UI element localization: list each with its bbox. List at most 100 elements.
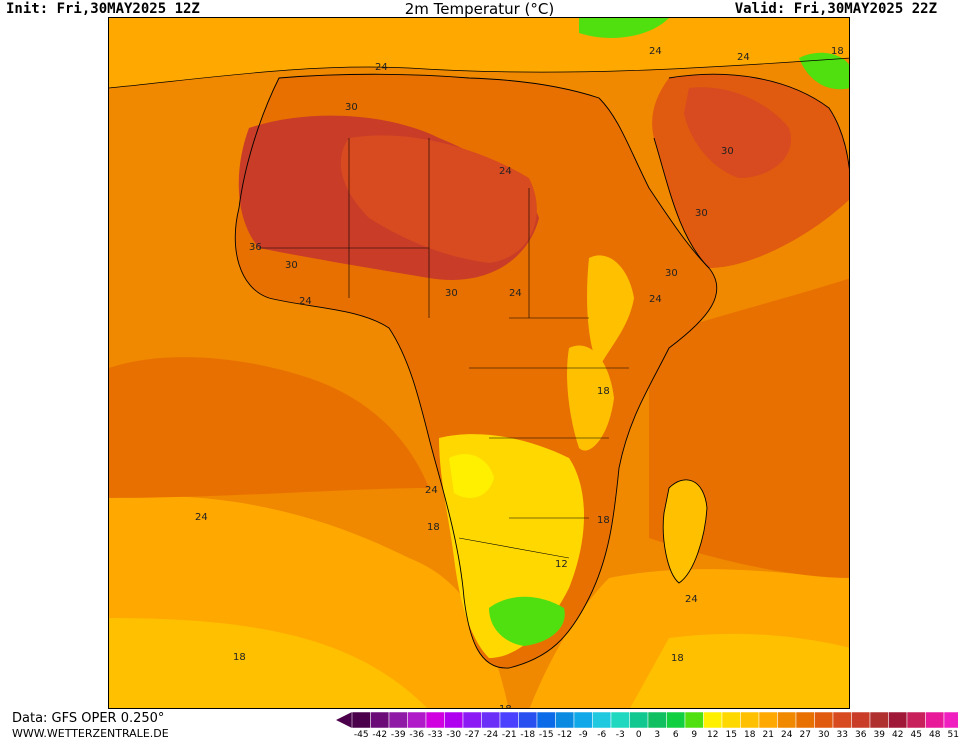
colorbar-swatch bbox=[925, 712, 945, 728]
contour-label: 24 bbox=[737, 52, 750, 63]
colorbar-tick-label: 15 bbox=[725, 730, 737, 740]
colorbar-tick-label: 36 bbox=[855, 730, 867, 740]
contour-label: 24 bbox=[649, 46, 662, 57]
colorbar-swatch bbox=[832, 712, 852, 728]
colorbar-tick-label: 12 bbox=[707, 730, 719, 740]
colorbar-tick-label: 21 bbox=[762, 730, 774, 740]
map-title: 2m Temperatur (°C) bbox=[404, 0, 555, 18]
arabia-hot-core bbox=[684, 87, 791, 178]
colorbar-tick-label: -33 bbox=[427, 730, 443, 740]
ocean-gulf-guinea bbox=[109, 357, 429, 498]
contour-label: 18 bbox=[671, 653, 684, 664]
europe-green-patch bbox=[579, 18, 669, 38]
ethiopian-highlands bbox=[587, 255, 634, 368]
colorbar-swatch bbox=[573, 712, 593, 728]
colorbar-swatch bbox=[814, 712, 834, 728]
colorbar-swatch bbox=[425, 712, 445, 728]
colorbar-swatch bbox=[481, 712, 501, 728]
colorbar-swatch bbox=[499, 712, 519, 728]
country-borders bbox=[259, 138, 629, 559]
contour-label: 12 bbox=[555, 559, 568, 570]
colorbar-swatch bbox=[610, 712, 630, 728]
colorbar-swatch bbox=[721, 712, 741, 728]
contour-label: 30 bbox=[721, 146, 734, 157]
colorbar-swatch bbox=[370, 712, 390, 728]
colorbar-swatch bbox=[740, 712, 760, 728]
contour-label: 24 bbox=[509, 288, 522, 299]
colorbar-tick-label: 27 bbox=[799, 730, 811, 740]
contour-label: 18 bbox=[233, 652, 246, 663]
temperature-map: 24 30 24 36 30 24 30 24 24 24 30 30 30 24 18 18 24 24 18 18… bbox=[108, 17, 850, 709]
contour-label: 24 bbox=[685, 594, 698, 605]
lesotho-cold-patch bbox=[489, 596, 565, 646]
map-canvas bbox=[109, 18, 849, 708]
contour-label: 18 bbox=[597, 386, 610, 397]
colorbar-swatch bbox=[795, 712, 815, 728]
colorbar bbox=[336, 712, 958, 728]
colorbar-swatch bbox=[592, 712, 612, 728]
contour-label: 24 bbox=[499, 166, 512, 177]
colorbar-tick-label: -45 bbox=[353, 730, 369, 740]
ocean-cool-se bbox=[630, 633, 849, 708]
colorbar-swatch bbox=[629, 712, 649, 728]
colorbar-arrow-left bbox=[336, 712, 352, 728]
colorbar-tick-label: -18 bbox=[520, 730, 536, 740]
contour-label: 30 bbox=[665, 268, 678, 279]
colorbar-swatch bbox=[555, 712, 575, 728]
europe-coastline bbox=[109, 57, 849, 89]
colorbar-swatch bbox=[684, 712, 704, 728]
contour-label: 30 bbox=[695, 208, 708, 219]
contour-label: 24 bbox=[375, 62, 388, 73]
colorbar-tick-label: 0 bbox=[635, 730, 642, 740]
contour-label: 30 bbox=[345, 102, 358, 113]
colorbar-swatch bbox=[388, 712, 408, 728]
colorbar-tick-label: -42 bbox=[372, 730, 388, 740]
contour-label: 18 bbox=[499, 704, 512, 708]
colorbar-swatch bbox=[851, 712, 871, 728]
contour-label: 24 bbox=[649, 294, 662, 305]
colorbar-swatch bbox=[407, 712, 427, 728]
data-source: Data: GFS OPER 0.250° bbox=[12, 711, 165, 726]
colorbar-tick-label: -24 bbox=[483, 730, 499, 740]
colorbar-swatch bbox=[536, 712, 556, 728]
colorbar-ticks: -45 -42 -39 -36 -33 -30 -27 -24 -21 -18 -15 -12 -9 -6… bbox=[333, 730, 959, 741]
arabia-coastline bbox=[653, 73, 849, 269]
contour-label: 36 bbox=[249, 242, 262, 253]
colorbar-tick-label: -6 bbox=[597, 730, 607, 740]
colorbar-tick-label: 9 bbox=[691, 730, 698, 740]
contour-label: 18 bbox=[427, 522, 440, 533]
colorbar-tick-label: -36 bbox=[409, 730, 425, 740]
europe-region bbox=[109, 18, 849, 88]
colorbar-tick-label: 24 bbox=[781, 730, 793, 740]
contour-label: 24 bbox=[195, 512, 208, 523]
colorbar-tick-label: 33 bbox=[836, 730, 848, 740]
contour-label: 18 bbox=[597, 515, 610, 526]
colorbar-tick-label: -27 bbox=[464, 730, 480, 740]
colorbar-tick-label: 51 bbox=[947, 730, 959, 740]
contour-label: 24 bbox=[299, 296, 312, 307]
colorbar-tick-label: 18 bbox=[744, 730, 756, 740]
colorbar-swatch bbox=[666, 712, 686, 728]
website-credit: WWW.WETTERZENTRALE.DE bbox=[12, 727, 169, 740]
colorbar-tick-label: 30 bbox=[818, 730, 830, 740]
colorbar-tick-label: -3 bbox=[615, 730, 625, 740]
colorbar-tick-label: -9 bbox=[578, 730, 588, 740]
east-african-highlands bbox=[567, 345, 614, 451]
colorbar-tick-label: 45 bbox=[910, 730, 922, 740]
colorbar-swatch bbox=[777, 712, 797, 728]
init-time: Init: Fri,30MAY2025 12Z bbox=[6, 1, 200, 17]
colorbar-swatch bbox=[943, 712, 958, 728]
sahara-central bbox=[340, 135, 537, 263]
kalahari-cool bbox=[449, 454, 494, 498]
colorbar-tick-label: -12 bbox=[557, 730, 573, 740]
colorbar-swatch bbox=[351, 712, 371, 728]
colorbar-swatch bbox=[869, 712, 889, 728]
colorbar-swatch bbox=[703, 712, 723, 728]
colorbar-swatch bbox=[518, 712, 538, 728]
colorbar-swatch bbox=[906, 712, 926, 728]
africa-coastline bbox=[234, 73, 718, 669]
contour-label: 30 bbox=[445, 288, 458, 299]
colorbar-tick-label: -39 bbox=[390, 730, 406, 740]
madagascar-coastline bbox=[662, 479, 708, 584]
colorbar-swatch bbox=[758, 712, 778, 728]
